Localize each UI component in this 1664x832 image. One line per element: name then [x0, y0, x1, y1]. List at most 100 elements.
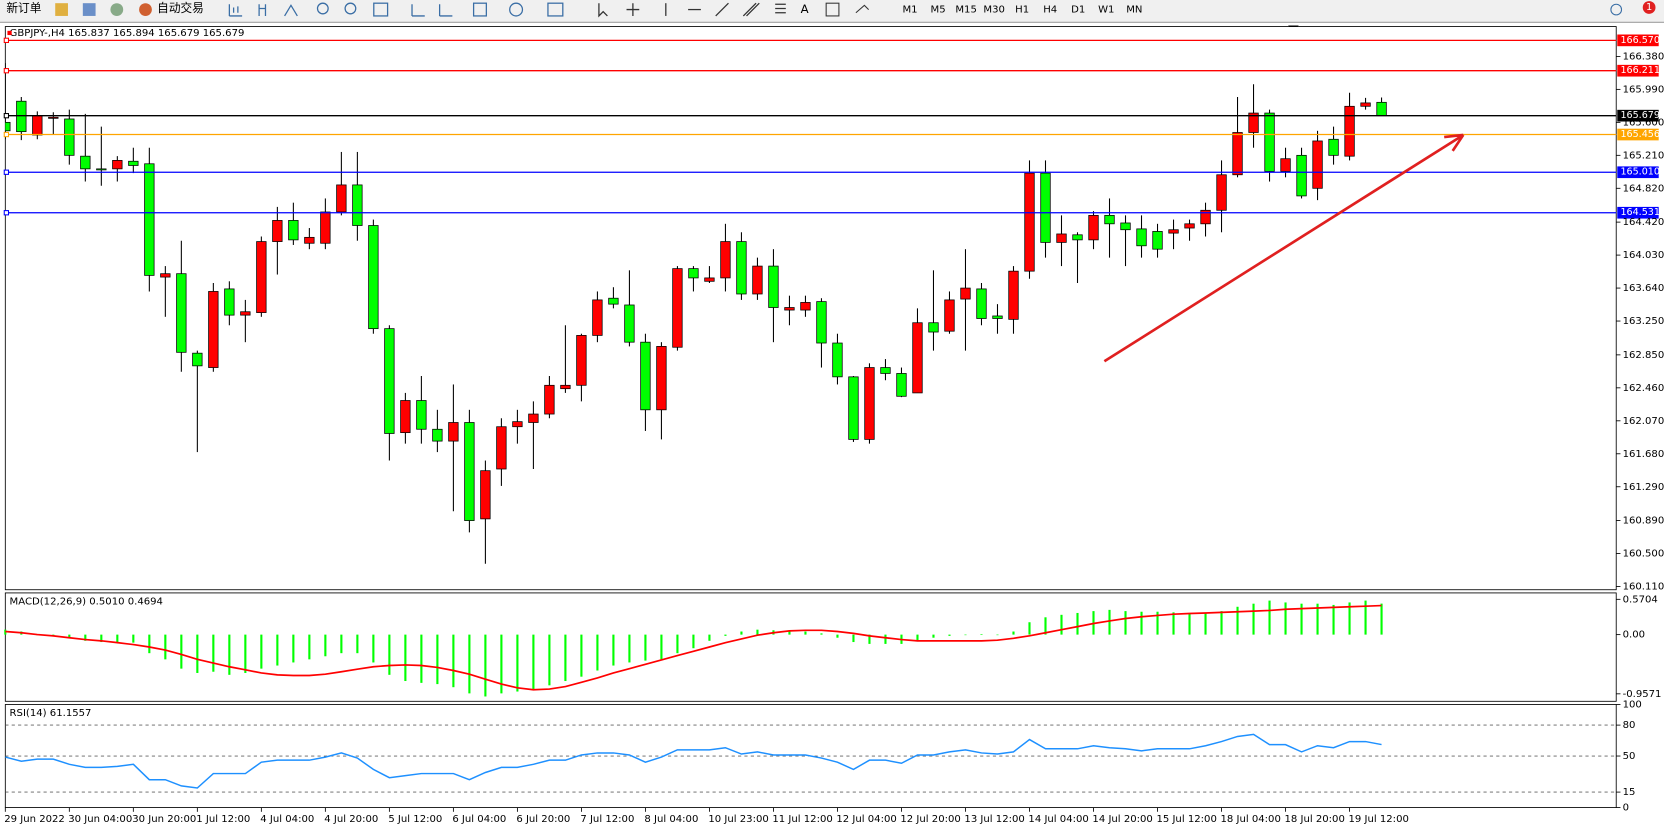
- main-plot: [5, 63, 1387, 564]
- candle-body: [272, 220, 283, 242]
- macd-bar: [468, 634, 471, 694]
- candle-body: [1328, 138, 1339, 156]
- y-tick-label: 0: [1623, 803, 1629, 814]
- macd-bar: [660, 634, 663, 660]
- timeframe-bar: M1 M5 M15 M30 H1 H4 D1 W1 MN: [902, 5, 1142, 16]
- timeframe-button[interactable]: H1: [1015, 5, 1029, 16]
- timeframe-button[interactable]: M15: [955, 5, 977, 16]
- macd-bar: [644, 634, 647, 661]
- x-tick-label: 6 Jul 20:00: [516, 814, 570, 825]
- timeframe-button[interactable]: W1: [1098, 5, 1114, 16]
- macd-bar: [516, 634, 519, 692]
- macd-bar: [228, 634, 231, 675]
- macd-bar: [484, 634, 487, 697]
- x-tick-label: 12 Jul 20:00: [900, 814, 960, 825]
- candle-body: [528, 413, 539, 423]
- icon[interactable]: [258, 4, 267, 16]
- macd-bar: [1188, 612, 1191, 635]
- main-chart-frame: [4, 26, 1617, 591]
- y-tick-label: -0.9571: [1623, 689, 1662, 700]
- candle-body: [176, 273, 187, 353]
- level-handle: [3, 169, 10, 175]
- macd-bar: [1204, 612, 1207, 635]
- y-tick-label: 50: [1623, 751, 1636, 762]
- candle-body: [640, 341, 651, 411]
- candle-body: [64, 118, 75, 156]
- icon[interactable]: [438, 4, 453, 17]
- x-tick-label: 4 Jul 20:00: [324, 814, 378, 825]
- candle-body: [496, 426, 507, 470]
- auto-trading-icon[interactable]: [139, 3, 152, 16]
- macd-bar: [1124, 611, 1127, 635]
- x-tick-label: 1 Jul 12:00: [196, 814, 250, 825]
- icon[interactable]: [344, 2, 357, 15]
- candle-body: [400, 400, 411, 434]
- macd-bar: [964, 634, 967, 636]
- timeframe-button[interactable]: H4: [1043, 5, 1057, 16]
- timeframe-button[interactable]: D1: [1071, 5, 1085, 16]
- arrow-tool-icon[interactable]: [855, 4, 870, 14]
- timeframe-button[interactable]: MN: [1126, 5, 1142, 16]
- level-label-box: [1617, 128, 1659, 141]
- candle-body: [1008, 270, 1019, 320]
- icon[interactable]: [82, 3, 96, 16]
- candle-body: [1344, 105, 1355, 157]
- candle-body: [1312, 140, 1323, 189]
- label-tool-icon[interactable]: [825, 2, 840, 17]
- panel-title: MACD(12,26,9) 0.5010 0.4694: [10, 596, 163, 607]
- icon[interactable]: [411, 4, 425, 17]
- icon[interactable]: [316, 2, 329, 15]
- icon[interactable]: [110, 3, 124, 16]
- notification-badge[interactable]: [1642, 1, 1656, 14]
- auto-trading-button[interactable]: 自动交易: [157, 1, 204, 15]
- timeframe-button[interactable]: M30: [983, 5, 1005, 16]
- crosshair-icon[interactable]: [626, 3, 640, 16]
- y-tick-label: 161.290: [1623, 482, 1664, 493]
- channel-icon[interactable]: [742, 2, 760, 17]
- y-tick-label: 0.5704: [1623, 594, 1658, 605]
- macd-bar: [100, 634, 103, 643]
- macd-bar: [84, 634, 87, 641]
- macd-bar: [132, 634, 135, 643]
- panel-title: GBPJPY-,H4 165.837 165.894 165.679 165.6…: [10, 28, 245, 39]
- trendline-icon[interactable]: [715, 2, 729, 17]
- candle-body: [5, 121, 11, 132]
- icon[interactable]: [284, 4, 298, 17]
- text-tool-icon[interactable]: A: [801, 2, 809, 16]
- x-tick-label: 19 Jul 12:00: [1348, 814, 1408, 825]
- candle-body: [800, 302, 811, 311]
- candle-body: [592, 299, 603, 336]
- candle-body: [1216, 174, 1227, 211]
- badge-count: 1: [1646, 2, 1652, 13]
- macd-bar: [164, 634, 167, 660]
- title-marker: [7, 30, 12, 36]
- icon[interactable]: [373, 2, 389, 17]
- candle-body: [112, 160, 123, 170]
- search-icon[interactable]: [1610, 3, 1623, 16]
- fibo-icon[interactable]: [775, 3, 786, 14]
- icon[interactable]: [547, 2, 564, 17]
- candle-body: [848, 376, 859, 440]
- x-tick-label: 6 Jul 04:00: [452, 814, 506, 825]
- timeframe-button[interactable]: M1: [902, 5, 917, 16]
- candle-body: [128, 160, 139, 166]
- y-tick-label: 160.500: [1623, 549, 1664, 560]
- icon[interactable]: [509, 2, 524, 17]
- macd-bar: [692, 634, 695, 649]
- candle-body: [1376, 101, 1387, 117]
- icon[interactable]: [472, 2, 487, 17]
- macd-bar: [372, 634, 375, 663]
- candle-body: [336, 184, 347, 213]
- y-tick-label: 163.250: [1623, 316, 1664, 327]
- macd-bar: [1140, 611, 1143, 635]
- macd-bar: [212, 634, 215, 672]
- timeframe-button[interactable]: M5: [931, 5, 946, 16]
- icon[interactable]: [228, 4, 243, 17]
- new-order-button[interactable]: 新订单: [6, 1, 41, 15]
- candle-body: [736, 241, 747, 295]
- x-tick-label: 14 Jul 20:00: [1092, 814, 1152, 825]
- candle-body: [448, 422, 459, 442]
- candle-body: [544, 384, 555, 415]
- cursor-icon[interactable]: [598, 3, 608, 18]
- icon[interactable]: [55, 3, 68, 16]
